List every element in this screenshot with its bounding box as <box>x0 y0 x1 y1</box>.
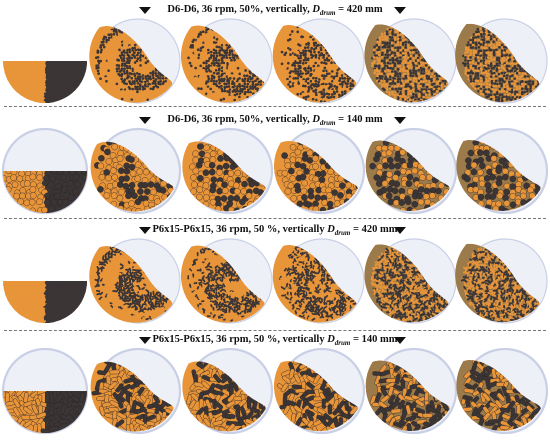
drum-frame <box>365 127 458 215</box>
drum-frame <box>180 18 273 104</box>
drum-subscript: drum <box>334 229 351 238</box>
row-title: D6-D6, 36 rpm, 50%, vertically, Ddrum = … <box>0 114 550 127</box>
drum-frame <box>180 238 273 324</box>
drum-frame <box>273 347 366 436</box>
rotation-arrow-icon <box>139 337 151 344</box>
row-title: D6-D6, 36 rpm, 50%, vertically, Ddrum = … <box>0 4 550 17</box>
rotation-arrow-icon <box>394 227 406 234</box>
drum-subscript: drum <box>319 9 336 18</box>
rotation-arrow-icon <box>394 117 406 124</box>
row-title-suffix: = 420 mm <box>350 224 398 235</box>
drum-symbol: D <box>327 334 335 345</box>
drum-frame <box>3 61 87 103</box>
rotation-arrow-icon <box>394 337 406 344</box>
drum-subscript: drum <box>319 119 336 128</box>
drum-frame <box>364 238 457 324</box>
row-divider <box>4 106 546 107</box>
row-title-prefix: P6x15-P6x15, 36 rpm, 50 %, vertically <box>152 334 328 345</box>
rotation-arrow-icon <box>139 7 151 14</box>
drum-frame <box>182 127 274 215</box>
simulation-row <box>1 127 549 215</box>
row-divider <box>4 330 546 331</box>
particle-bed <box>3 61 87 103</box>
drum-symbol: D <box>312 4 320 15</box>
drum-frame <box>90 347 182 436</box>
particle-bed <box>3 171 87 213</box>
drum-frame <box>364 18 457 104</box>
drum-subscript: drum <box>334 339 351 348</box>
drum-frame <box>273 127 366 215</box>
drum-frame <box>3 281 87 323</box>
rotation-arrow-icon <box>394 7 406 14</box>
particle-bed <box>3 281 87 323</box>
row-title-suffix: = 420 mm <box>335 4 383 15</box>
drum-symbol: D <box>327 224 335 235</box>
row-title: P6x15-P6x15, 36 rpm, 50 %, vertically Dd… <box>0 224 550 237</box>
drum-frame <box>455 238 548 324</box>
particle-bed <box>3 391 87 433</box>
particle-bed <box>272 244 357 323</box>
simulation-row <box>3 238 548 324</box>
drum-frame <box>272 238 365 324</box>
drum-frame <box>89 238 181 324</box>
simulation-row <box>1 347 549 436</box>
drum-frame <box>89 18 181 104</box>
drum-frame <box>182 347 274 436</box>
drum-frame <box>455 18 548 104</box>
row-divider <box>4 218 546 219</box>
drum-symbol: D <box>312 114 320 125</box>
drum-frame <box>365 347 458 436</box>
drum-frame <box>90 127 182 215</box>
drum-frame <box>1 347 89 435</box>
row-title-prefix: D6-D6, 36 rpm, 50%, vertically, <box>167 114 313 125</box>
rotation-arrow-icon <box>139 227 151 234</box>
row-title-prefix: P6x15-P6x15, 36 rpm, 50 %, vertically <box>152 224 328 235</box>
row-title: P6x15-P6x15, 36 rpm, 50 %, vertically Dd… <box>0 334 550 347</box>
row-title-suffix: = 140 mm <box>350 334 398 345</box>
drum-frame <box>272 18 365 104</box>
row-title-suffix: = 140 mm <box>335 114 383 125</box>
drum-frame <box>1 127 89 215</box>
drum-frame <box>456 347 549 435</box>
rotation-arrow-icon <box>139 117 151 124</box>
simulation-row <box>3 18 548 104</box>
row-title-prefix: D6-D6, 36 rpm, 50%, vertically, <box>167 4 313 15</box>
drum-frame <box>456 127 549 215</box>
